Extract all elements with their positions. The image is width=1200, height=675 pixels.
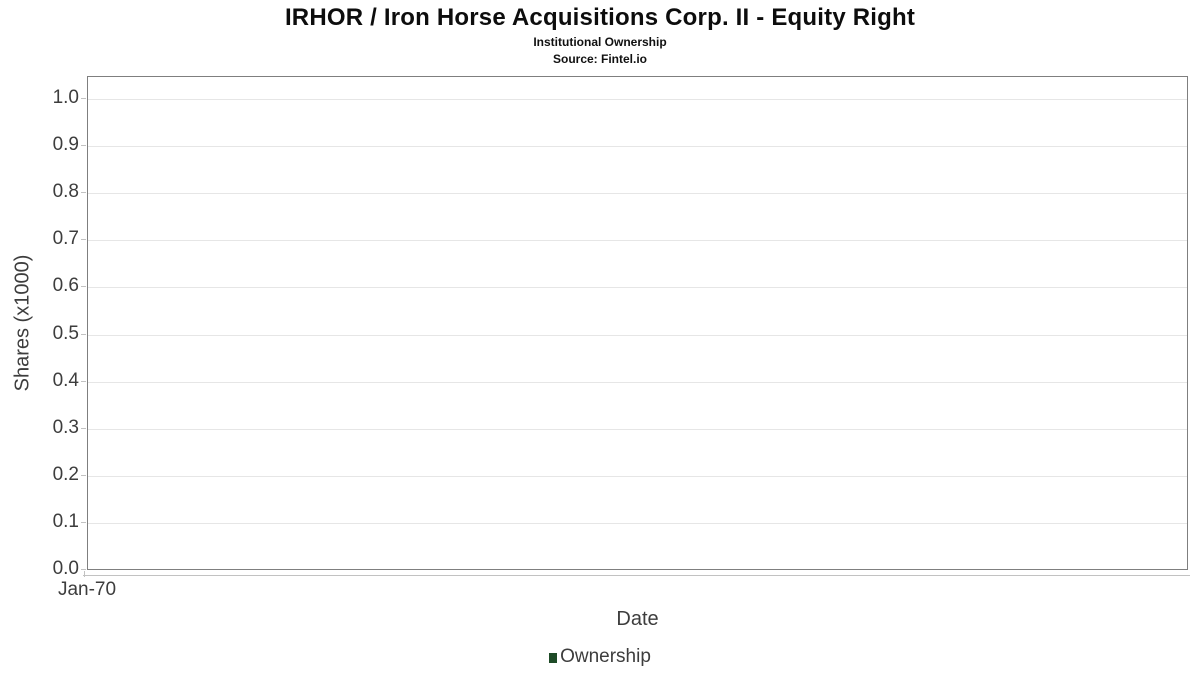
legend: Ownership	[0, 646, 1200, 668]
y-axis-tick-label: 0.8	[52, 181, 79, 202]
y-axis-tick-label: 0.9	[52, 134, 79, 155]
gridline	[88, 287, 1187, 288]
x-axis-title: Date	[616, 608, 659, 630]
plot-area	[87, 76, 1188, 570]
y-axis-tick-label: 0.3	[52, 417, 79, 438]
y-axis-tick-mark	[81, 334, 86, 335]
y-axis-tick-label: 0.4	[52, 370, 79, 391]
gridline	[88, 193, 1187, 194]
y-axis-tick-label: 0.5	[52, 323, 79, 344]
y-axis-tick-mark	[81, 475, 86, 476]
y-axis-tick-mark	[81, 381, 86, 382]
y-axis-tick-mark	[81, 192, 86, 193]
x-axis-line	[83, 575, 1190, 576]
y-axis-tick-mark	[81, 98, 86, 99]
y-axis-tick-label: 0.6	[52, 275, 79, 296]
chart-source: Source: Fintel.io	[552, 52, 647, 66]
y-axis-tick-mark	[81, 569, 86, 570]
legend-series-marker-square	[549, 653, 558, 663]
y-axis-tick-mark	[81, 145, 86, 146]
y-axis-tick-mark	[81, 428, 86, 429]
legend-series-label: Ownership	[560, 646, 651, 667]
gridline	[88, 99, 1187, 100]
gridline	[88, 382, 1187, 383]
y-axis-tick-label: 0.0	[52, 558, 79, 579]
gridline	[88, 240, 1187, 241]
gridline	[88, 476, 1187, 477]
gridline	[88, 335, 1187, 336]
gridline	[88, 429, 1187, 430]
x-axis-tick-mark	[84, 571, 85, 577]
legend-item-ownership[interactable]: Ownership	[549, 646, 651, 668]
x-axis-tick-label: Jan-70	[57, 579, 117, 600]
y-axis-tick-mark	[81, 522, 86, 523]
chart-title: IRHOR / Iron Horse Acquisitions Corp. II…	[284, 4, 916, 31]
y-axis-tick-label: 0.2	[52, 464, 79, 485]
gridline	[88, 523, 1187, 524]
y-axis-tick-mark	[81, 239, 86, 240]
y-axis-tick-label: 1.0	[52, 87, 79, 108]
y-axis-tick-label: 0.7	[52, 228, 79, 249]
y-axis-tick-mark	[81, 286, 86, 287]
gridline	[88, 146, 1187, 147]
chart-subtitle: Institutional Ownership	[533, 35, 667, 49]
y-axis-tick-label: 0.1	[52, 511, 79, 532]
